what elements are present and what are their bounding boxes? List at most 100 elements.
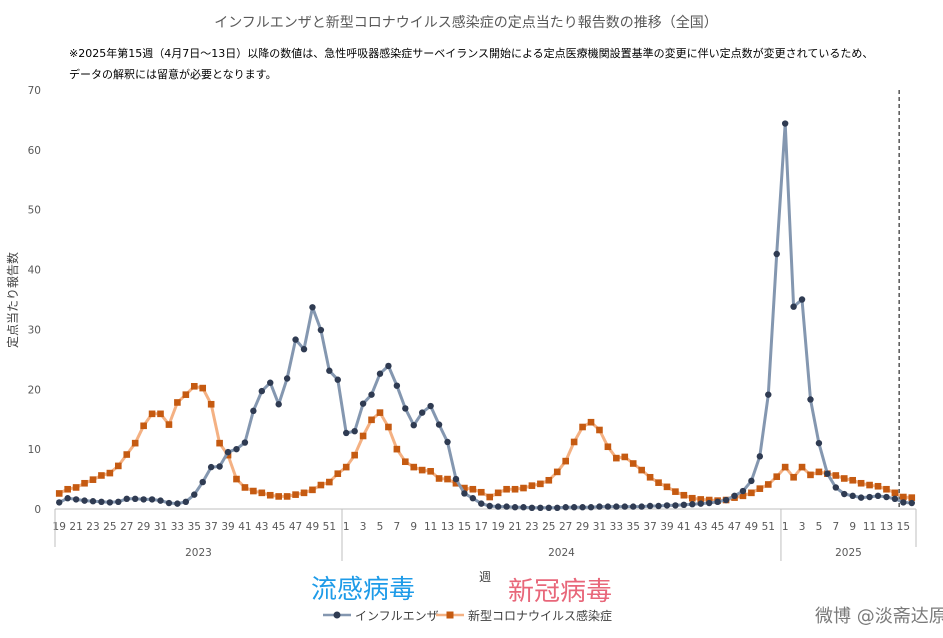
data-point — [368, 416, 375, 424]
legend-flu-marker-icon — [333, 611, 341, 619]
data-point — [891, 489, 899, 497]
data-point — [629, 460, 637, 467]
data-point — [528, 482, 536, 489]
data-point — [72, 496, 80, 503]
data-point — [334, 376, 341, 383]
flu-overlay-label: 流感病毒 — [311, 575, 415, 605]
x-tick-label: 7 — [832, 521, 839, 533]
x-tick-label: 23 — [525, 521, 538, 533]
data-point — [81, 479, 88, 487]
data-point — [402, 458, 409, 466]
data-point — [81, 497, 88, 504]
data-point — [874, 482, 882, 490]
x-tick-label: 19 — [53, 521, 66, 533]
data-point — [233, 445, 240, 453]
data-point — [393, 382, 401, 389]
data-point — [798, 463, 806, 471]
data-point — [359, 432, 367, 440]
data-point — [199, 478, 206, 486]
legend-flu-label: インフルエンザ — [355, 609, 439, 623]
data-point — [537, 504, 544, 512]
x-tick-label: 13 — [880, 521, 893, 533]
data-point — [435, 421, 443, 428]
data-point — [900, 499, 907, 506]
data-point — [258, 387, 266, 395]
data-point — [55, 490, 63, 497]
data-point — [148, 410, 156, 418]
data-point — [562, 504, 569, 511]
data-point — [376, 409, 384, 416]
data-point — [503, 485, 510, 493]
data-point — [672, 488, 679, 495]
series-line — [57, 122, 914, 510]
data-point — [64, 485, 71, 493]
data-point — [748, 477, 755, 485]
data-point — [461, 490, 468, 497]
data-point — [756, 453, 764, 460]
data-point — [452, 479, 460, 487]
data-point — [815, 439, 823, 447]
data-point — [613, 454, 620, 462]
data-point — [140, 422, 147, 430]
data-point — [258, 489, 266, 497]
data-point — [722, 496, 730, 504]
data-point — [520, 484, 527, 492]
data-point — [638, 466, 645, 474]
data-point — [520, 504, 527, 511]
data-point — [309, 486, 316, 494]
data-point — [689, 501, 696, 508]
data-point — [486, 502, 493, 510]
data-point — [292, 336, 299, 343]
data-point — [621, 453, 629, 461]
x-tick-label: 41 — [238, 521, 251, 533]
x-tick-label: 23 — [86, 521, 99, 533]
x-tick-label: 3 — [360, 521, 367, 533]
data-point — [781, 463, 789, 471]
x-tick-label: 51 — [323, 521, 336, 533]
data-point — [554, 504, 561, 512]
data-point — [570, 504, 578, 511]
year-label: 2023 — [185, 547, 212, 559]
data-point — [697, 496, 705, 503]
y-tick-label: 70 — [28, 85, 41, 97]
x-tick-label: 37 — [643, 521, 656, 533]
data-point — [469, 485, 477, 493]
data-point — [317, 481, 325, 489]
chart-note-line-1: ※2025年第15週（4月7日～13日）以降の数値は、急性呼吸器感染症サーベイラ… — [69, 46, 873, 60]
x-axis-title: 週 — [479, 570, 491, 584]
data-point — [283, 375, 291, 382]
y-tick-label: 30 — [28, 324, 41, 336]
data-point — [604, 443, 612, 451]
data-point — [275, 401, 282, 408]
legend-covid-marker-icon — [446, 611, 454, 619]
data-point — [216, 439, 223, 447]
x-tick-label: 41 — [677, 521, 690, 533]
data-point — [266, 491, 274, 499]
data-point — [444, 438, 451, 446]
data-point — [857, 494, 865, 501]
data-point — [587, 418, 595, 426]
data-point — [891, 495, 899, 503]
data-point — [435, 475, 443, 482]
data-point — [908, 494, 916, 501]
data-point — [630, 503, 637, 510]
data-point — [402, 405, 409, 412]
data-point — [250, 407, 257, 415]
data-point — [385, 362, 392, 370]
y-tick-label: 40 — [28, 265, 41, 277]
data-point — [115, 498, 122, 506]
data-point — [98, 498, 105, 506]
data-point — [731, 492, 738, 500]
data-point — [528, 504, 536, 512]
data-point — [283, 493, 291, 500]
data-point — [131, 495, 139, 503]
data-point — [207, 400, 215, 408]
legend-covid-label: 新型コロナウイルス感染症 — [468, 608, 612, 623]
data-point — [807, 396, 814, 403]
x-tick-label: 19 — [491, 521, 504, 533]
data-point — [216, 463, 223, 470]
data-point — [680, 501, 688, 509]
data-point — [765, 391, 772, 398]
data-point — [857, 479, 865, 487]
